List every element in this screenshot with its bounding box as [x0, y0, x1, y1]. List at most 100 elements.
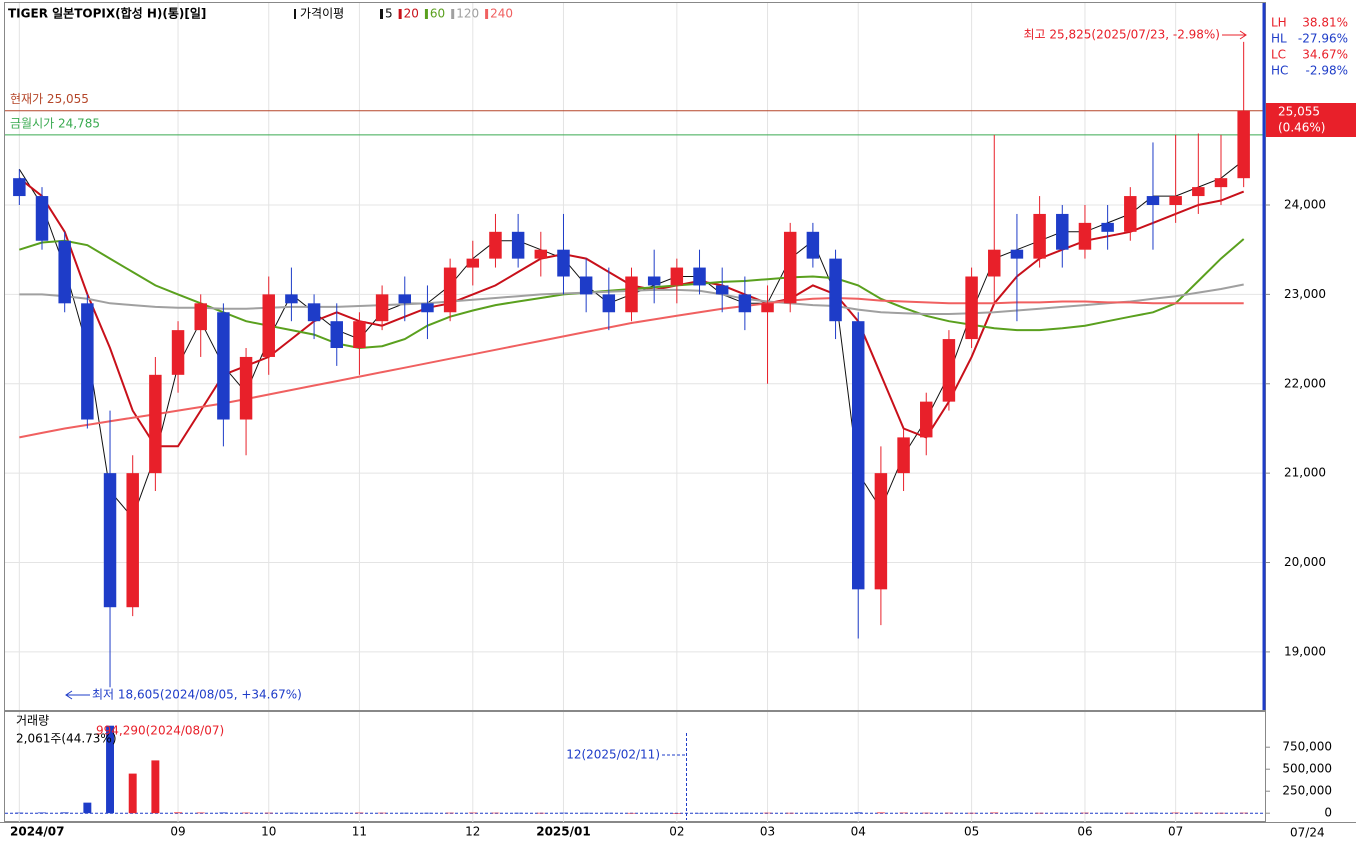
legend-entry: 20 — [404, 7, 419, 21]
volume-bar — [967, 812, 976, 814]
candle-body — [920, 401, 933, 438]
candle-body — [13, 178, 26, 197]
stat-value: 38.81% — [1302, 16, 1348, 30]
volume-bar — [582, 812, 591, 814]
stat-label: HL — [1271, 32, 1287, 46]
candle-body — [1169, 196, 1182, 205]
volume-min-note: 12(2025/02/11) — [566, 748, 660, 762]
volume-max-note: 994,290(2024/08/07) — [96, 724, 224, 738]
legend-marker — [398, 9, 402, 19]
chart-title: TIGER 일본TOPIX(합성 H)(통)[일] — [8, 6, 206, 21]
candle-body — [149, 374, 162, 474]
volume-bar — [423, 812, 432, 814]
volume-bar — [355, 812, 364, 814]
candles — [13, 41, 1250, 688]
candle-body — [602, 294, 616, 313]
stat-label: HC — [1271, 64, 1288, 78]
volume-bar — [151, 760, 160, 814]
candle-body — [353, 321, 366, 349]
legend-marker — [485, 9, 489, 19]
stat-value: -27.96% — [1298, 32, 1348, 46]
x-tick-label: 06 — [1077, 825, 1092, 839]
volume-bar — [831, 812, 840, 814]
legend-entry: 240 — [490, 7, 513, 21]
x-tick-label: 10 — [261, 825, 276, 839]
candle-body — [897, 437, 910, 474]
volume-bar — [899, 812, 908, 814]
volume-bar — [650, 812, 659, 814]
volume-bar — [990, 812, 999, 814]
volume-bar — [604, 812, 613, 814]
volume-bar — [1239, 812, 1248, 814]
volume-bar — [310, 812, 319, 814]
high-arrowhead — [1239, 30, 1247, 40]
volume-bar — [196, 812, 205, 814]
x-tick-label: 09 — [170, 825, 185, 839]
y-tick-label: 21,000 — [1284, 466, 1326, 480]
volume-bar — [378, 812, 387, 814]
volume-bar — [559, 812, 568, 814]
x-tick-label: 07 — [1168, 825, 1183, 839]
candle-body — [1214, 178, 1228, 188]
x-tick-label: 2025/01 — [536, 825, 590, 839]
candle-body — [851, 321, 865, 590]
ma-label-marker — [294, 9, 296, 19]
y-tick-label: 19,000 — [1284, 644, 1326, 658]
legend-marker — [380, 9, 383, 19]
candle-body — [806, 231, 820, 259]
legend-entry: 120 — [456, 7, 479, 21]
volume-bar — [1126, 812, 1135, 814]
volume-bar — [219, 812, 228, 814]
volume-bar — [786, 812, 795, 814]
volume-bar — [106, 725, 114, 814]
candle-body — [1192, 187, 1205, 197]
volume-bar — [536, 812, 545, 814]
candle-body — [171, 330, 185, 375]
price-line-label: 현재가 25,055 — [10, 92, 89, 106]
volume-y-tick-label: 250,000 — [1282, 784, 1332, 798]
volume-bar — [15, 812, 24, 814]
stat-value: -2.98% — [1306, 64, 1348, 78]
candle-body — [1124, 196, 1137, 232]
candle-body — [783, 231, 797, 304]
candle-body — [647, 276, 661, 286]
volume-bar — [944, 812, 953, 814]
volume-bar — [38, 812, 46, 814]
volume-title: 거래량 — [16, 714, 49, 728]
volume-bar — [1103, 812, 1112, 814]
x-tick-label: 04 — [851, 825, 866, 839]
stat-value: 34.67% — [1302, 48, 1348, 62]
candle-body — [194, 303, 207, 331]
candle-body — [398, 294, 412, 304]
volume-bar — [1080, 812, 1089, 814]
candle-body — [511, 231, 525, 259]
y-tick-label: 22,000 — [1284, 376, 1326, 390]
candle-body — [81, 303, 94, 420]
low-arrowhead — [65, 690, 73, 700]
candle-body — [285, 294, 298, 304]
candle-body — [942, 339, 956, 402]
volume-bars — [15, 725, 1248, 814]
candle-body — [1101, 222, 1114, 232]
x-tick-label: 11 — [352, 825, 367, 839]
volume-bar — [242, 812, 251, 814]
y-tick-label: 20,000 — [1284, 555, 1326, 569]
candle-body — [670, 267, 684, 286]
candle-body — [1078, 222, 1092, 250]
stat-label: LH — [1271, 16, 1287, 30]
price-tag-change: (0.46%) — [1278, 121, 1325, 135]
volume-bar — [514, 812, 523, 814]
ma-label: 가격이평 — [300, 7, 344, 21]
volume-y-tick-label: 0 — [1324, 806, 1332, 820]
y-tick-label: 23,000 — [1284, 287, 1326, 301]
volume-pane — [4, 711, 1266, 822]
candle-body — [375, 294, 389, 322]
candle-body — [534, 249, 548, 259]
volume-y-tick-label: 500,000 — [1282, 762, 1332, 776]
volume-bar — [1171, 812, 1180, 814]
price-line-label: 금월시가 24,785 — [10, 116, 100, 130]
volume-bar — [1012, 812, 1021, 814]
price-tag-pointer — [1266, 108, 1274, 118]
volume-bar — [400, 812, 409, 814]
